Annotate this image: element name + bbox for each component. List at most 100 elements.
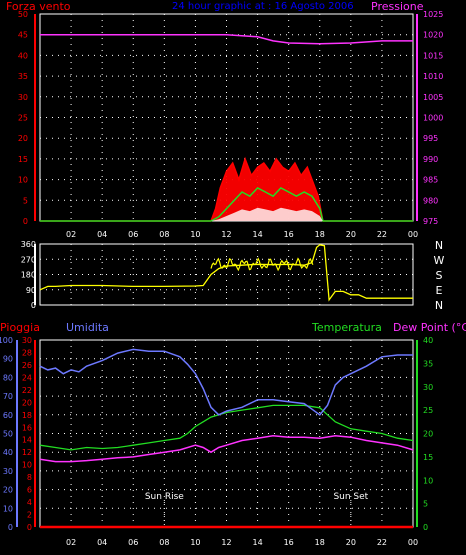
y-tick-label-rain: 22 <box>22 386 32 395</box>
compass-letter: N <box>435 239 443 252</box>
y-tick-label-pressure: 985 <box>423 176 438 185</box>
x-tick-label: 12 <box>221 230 231 239</box>
compass-letter: S <box>436 269 443 282</box>
y-tick-label-pressure: 1025 <box>423 10 443 19</box>
y-tick-label-pressure: 1010 <box>423 72 443 81</box>
x-tick-label: 20 <box>346 538 356 547</box>
x-tick-label: 20 <box>346 230 356 239</box>
x-tick-label: 06 <box>128 538 138 547</box>
chart-title: 24 hour graphic at : 16 Agosto 2006 <box>172 1 354 12</box>
y-tick-label-pressure: 980 <box>423 196 438 205</box>
y-tick-label-temperature: 20 <box>423 430 433 439</box>
x-tick-label: 00 <box>408 538 418 547</box>
y-tick-label-rain: 20 <box>22 398 32 407</box>
compass-letter: W <box>434 254 445 267</box>
temperature-title: Temperatura <box>311 321 382 334</box>
y-tick-label-temperature: 40 <box>423 336 433 345</box>
y-tick-label-rain: 14 <box>22 436 32 445</box>
x-tick-label: 08 <box>159 538 169 547</box>
compass-letter: E <box>436 284 443 297</box>
y-tick-label-wind: 0 <box>23 217 28 226</box>
y-tick-label-pressure: 1005 <box>423 93 443 102</box>
y-tick-label-wind: 30 <box>18 93 28 102</box>
y-tick-label-humidity: 10 <box>3 504 13 513</box>
y-tick-label-pressure: 975 <box>423 217 438 226</box>
y-tick-label-wind: 50 <box>18 10 28 19</box>
y-tick-label-wind: 10 <box>18 176 28 185</box>
humidity-line <box>39 348 413 416</box>
y-tick-label-rain: 24 <box>22 373 32 382</box>
humidity-temperature-panel: 0102030405060708090100024681012141618202… <box>0 336 433 547</box>
y-tick-label-rain: 28 <box>22 348 32 357</box>
y-tick-label-rain: 10 <box>22 461 32 470</box>
y-tick-label-humidity: 90 <box>3 355 13 364</box>
y-tick-label-humidity: 100 <box>0 336 13 345</box>
y-tick-label-temperature: 25 <box>423 406 433 415</box>
y-tick-label-temperature: 10 <box>423 476 433 485</box>
y-tick-label-wind: 15 <box>18 155 28 164</box>
y-tick-label-rain: 18 <box>22 411 32 420</box>
y-tick-label-rain: 6 <box>27 486 32 495</box>
y-tick-label-humidity: 80 <box>3 373 13 382</box>
dewpoint-line <box>39 435 414 463</box>
y-tick-label-humidity: 70 <box>3 392 13 401</box>
pressure-title: Pressione <box>371 0 424 13</box>
x-tick-label: 16 <box>284 538 294 547</box>
y-tick-label-pressure: 1020 <box>423 31 443 40</box>
y-tick-label-rain: 8 <box>27 473 32 482</box>
y-tick-label-rain: 30 <box>22 336 32 345</box>
y-tick-label-humidity: 60 <box>3 411 13 420</box>
y-tick-label-pressure: 995 <box>423 134 438 143</box>
x-tick-label: 18 <box>315 538 325 547</box>
y-tick-label-wind: 20 <box>18 134 28 143</box>
x-tick-label: 00 <box>408 230 418 239</box>
x-tick-label: 08 <box>159 230 169 239</box>
y-tick-label-wind: 40 <box>18 51 28 60</box>
x-tick-label: 02 <box>66 538 76 547</box>
y-tick-label-pressure: 1015 <box>423 51 443 60</box>
x-tick-label: 22 <box>377 538 387 547</box>
y-tick-label-wind: 45 <box>18 31 28 40</box>
dewpoint-title: Dew Point (°C) <box>393 321 466 334</box>
rain-title: Pioggia <box>0 321 40 334</box>
sunset-label: Sun Set <box>333 492 368 502</box>
y-tick-label-temperature: 30 <box>423 383 433 392</box>
y-tick-label-direction: 90 <box>26 286 36 295</box>
y-tick-label-humidity: 0 <box>8 523 13 532</box>
y-tick-label-direction: 360 <box>21 240 36 249</box>
y-tick-label-rain: 26 <box>22 361 32 370</box>
x-tick-label: 04 <box>97 230 107 239</box>
x-tick-label: 04 <box>97 538 107 547</box>
pressure-line <box>40 33 413 45</box>
y-tick-label-wind: 5 <box>23 196 28 205</box>
y-tick-label-rain: 16 <box>22 423 32 432</box>
y-tick-label-humidity: 30 <box>3 467 13 476</box>
y-tick-label-rain: 4 <box>27 498 32 507</box>
y-tick-label-humidity: 50 <box>3 430 13 439</box>
y-tick-label-direction: 0 <box>31 301 36 310</box>
y-tick-label-wind: 35 <box>18 72 28 81</box>
y-tick-label-humidity: 20 <box>3 486 13 495</box>
y-tick-label-pressure: 1000 <box>423 114 443 123</box>
x-tick-label: 06 <box>128 230 138 239</box>
y-tick-label-rain: 12 <box>22 448 32 457</box>
x-tick-label: 10 <box>190 230 200 239</box>
y-tick-label-pressure: 990 <box>423 155 438 164</box>
wind-direction-panel: 0 90 180 270 360 <box>21 240 414 310</box>
wind-pressure-panel: 0510152025303540455097598098599099510001… <box>18 10 444 239</box>
wind-line <box>40 156 413 222</box>
y-tick-label-temperature: 35 <box>423 359 433 368</box>
wind-strength-title: Forza vento <box>6 0 71 13</box>
sunrise-label: Sun Rise <box>145 492 184 502</box>
direction-noise-line <box>210 257 314 272</box>
humidity-title: Umidita <box>66 321 109 334</box>
compass-letter: N <box>435 299 443 312</box>
y-tick-label-direction: 180 <box>21 271 36 280</box>
x-tick-label: 18 <box>315 230 325 239</box>
x-tick-label: 10 <box>190 538 200 547</box>
x-tick-label: 22 <box>377 230 387 239</box>
y-tick-label-rain: 2 <box>27 511 32 520</box>
